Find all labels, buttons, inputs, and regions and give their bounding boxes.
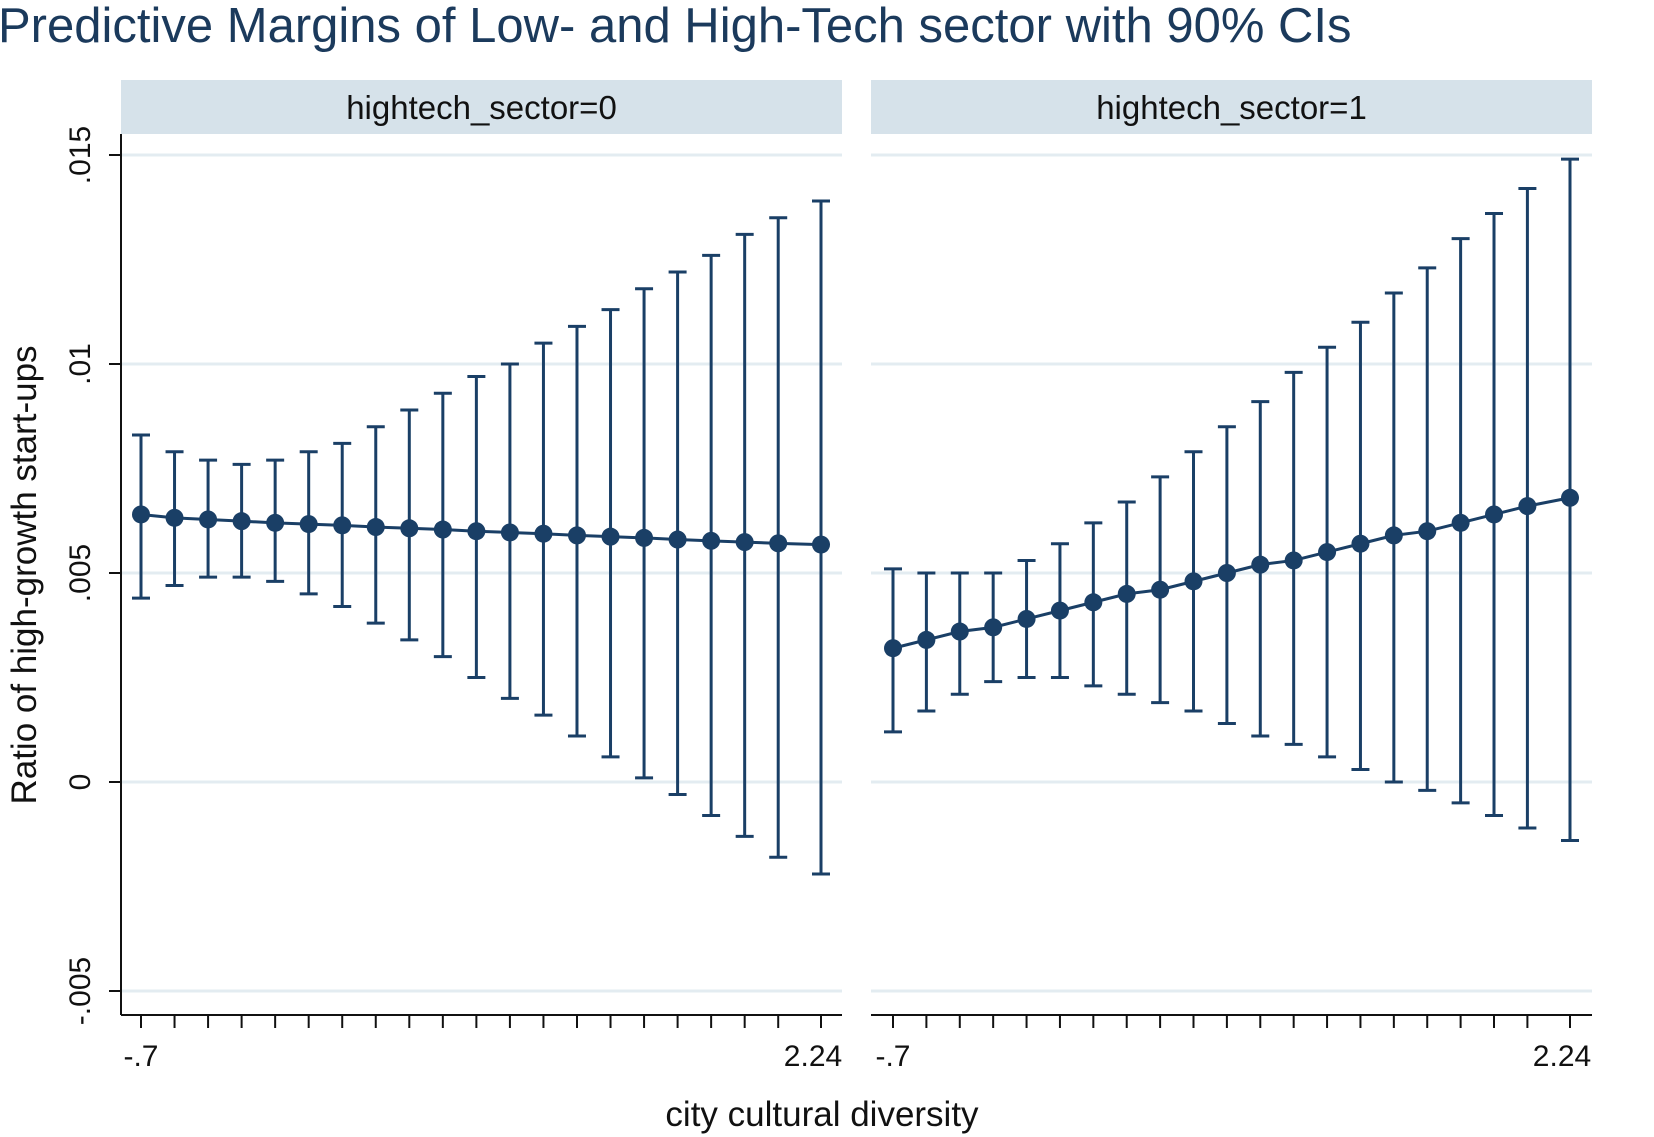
margin-point bbox=[232, 512, 251, 531]
x-tick-label: 2.24 bbox=[1533, 1040, 1591, 1073]
margin-point bbox=[467, 522, 486, 541]
margin-point bbox=[735, 533, 754, 552]
margin-point bbox=[812, 535, 830, 554]
margin-point bbox=[984, 618, 1003, 637]
margin-point bbox=[884, 639, 902, 658]
margin-point bbox=[917, 630, 936, 649]
y-axis-title: Ratio of high-growth start-ups bbox=[5, 345, 44, 804]
margin-point bbox=[1451, 513, 1470, 532]
x-tick-label: 2.24 bbox=[784, 1040, 842, 1073]
margin-point bbox=[1561, 488, 1579, 507]
panel-0: hightech_sector=0 bbox=[121, 80, 842, 876]
margin-point bbox=[567, 526, 586, 545]
panels: hightech_sector=0 hightech_sector=1 bbox=[121, 80, 1592, 876]
y-tick-label: .01 bbox=[64, 343, 97, 385]
margin-point bbox=[1518, 497, 1537, 516]
margin-point bbox=[601, 527, 620, 546]
margin-point bbox=[165, 508, 184, 527]
panel-strip-label: hightech_sector=1 bbox=[1096, 89, 1367, 126]
margin-point bbox=[400, 519, 419, 538]
margin-point bbox=[433, 520, 452, 539]
margin-point bbox=[500, 523, 519, 542]
margin-point bbox=[1117, 584, 1136, 603]
panel-strip-label: hightech_sector=0 bbox=[346, 89, 617, 126]
margin-point bbox=[1017, 609, 1036, 628]
margin-point bbox=[366, 518, 385, 537]
margin-point bbox=[1050, 601, 1069, 620]
margin-point bbox=[1384, 526, 1403, 545]
y-tick-label: -.005 bbox=[64, 957, 97, 1025]
margin-point bbox=[635, 528, 654, 547]
y-tick-label: .005 bbox=[64, 544, 97, 602]
margin-point bbox=[1318, 543, 1337, 562]
margin-point bbox=[1184, 572, 1203, 591]
panel-1: hightech_sector=1 bbox=[871, 80, 1592, 843]
margin-point bbox=[769, 534, 788, 553]
y-tick-label: 0 bbox=[64, 774, 97, 791]
margin-point bbox=[1151, 580, 1170, 599]
margin-point bbox=[1084, 593, 1103, 612]
margin-point bbox=[1485, 505, 1504, 524]
x-axis-title: city cultural diversity bbox=[665, 1095, 979, 1134]
margin-point bbox=[132, 505, 150, 524]
y-tick-label: .015 bbox=[64, 126, 97, 184]
margin-point bbox=[668, 530, 687, 549]
margin-point bbox=[1418, 522, 1437, 541]
margin-point bbox=[333, 516, 352, 535]
chart-title: Predictive Margins of Low- and High-Tech… bbox=[0, 0, 1352, 53]
axes: -.005 0 .005 .01 .015 -.7 2.24 -.7 2.24 bbox=[64, 126, 1592, 1073]
margin-point bbox=[199, 510, 218, 529]
margin-point bbox=[1351, 534, 1370, 553]
x-tick-label: -.7 bbox=[875, 1040, 910, 1073]
margin-point bbox=[1217, 564, 1236, 582]
margin-point bbox=[266, 513, 285, 532]
panel-strip bbox=[121, 80, 842, 134]
panel-strip bbox=[871, 80, 1592, 134]
margin-point bbox=[534, 524, 553, 543]
x-tick-label: -.7 bbox=[123, 1040, 158, 1073]
margin-point bbox=[702, 531, 721, 550]
margin-point bbox=[299, 515, 318, 534]
margin-point bbox=[1251, 555, 1270, 574]
margin-point bbox=[950, 622, 969, 641]
margin-point bbox=[1284, 551, 1303, 570]
